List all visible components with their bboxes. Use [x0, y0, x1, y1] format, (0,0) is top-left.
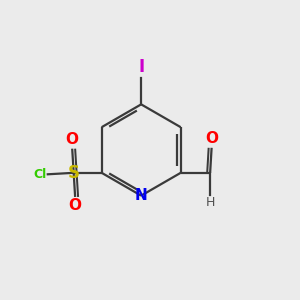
- Text: O: O: [66, 132, 79, 147]
- Text: H: H: [206, 196, 215, 209]
- Text: O: O: [69, 198, 82, 213]
- Text: N: N: [135, 188, 148, 203]
- Text: I: I: [138, 58, 144, 76]
- Text: O: O: [205, 131, 218, 146]
- Text: Cl: Cl: [34, 168, 47, 181]
- Text: S: S: [68, 164, 80, 182]
